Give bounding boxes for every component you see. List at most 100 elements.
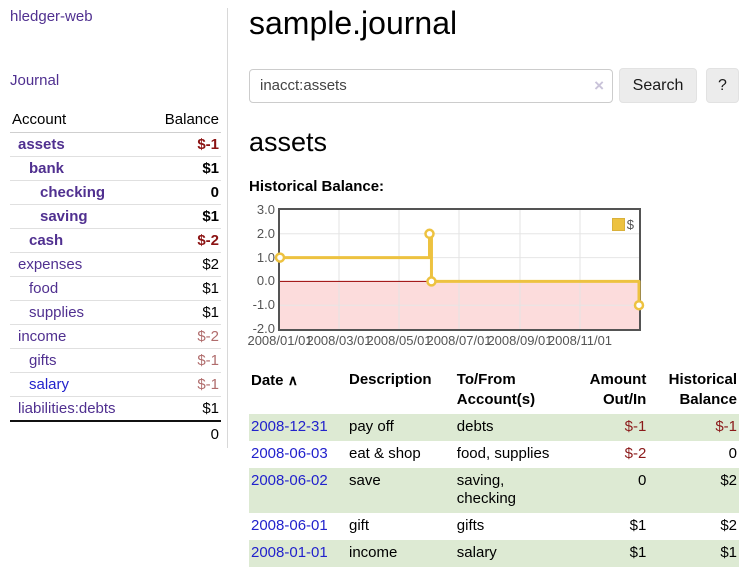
register-row: 2008-12-31 pay off debts $-1 $-1 <box>249 414 739 441</box>
chart-legend: $ <box>611 217 634 232</box>
accounts-header-balance: Balance <box>146 109 221 133</box>
chart-heading: Historical Balance: <box>249 178 385 195</box>
register-header-row: Date ∧ Description To/From Account(s) Am… <box>249 368 739 414</box>
account-row: assets $-1 <box>10 132 221 157</box>
clear-search-icon[interactable]: × <box>594 75 604 95</box>
legend-label: $ <box>626 217 634 232</box>
account-link-salary[interactable]: salary <box>29 376 70 393</box>
y-axis-tick-label: 3.0 <box>256 202 275 217</box>
account-link-expenses[interactable]: expenses <box>18 256 83 273</box>
help-button[interactable]: ? <box>706 68 739 103</box>
register-row: 2008-06-02 save saving, checking 0 $2 <box>249 468 739 513</box>
account-row: food $1 <box>10 276 221 301</box>
x-axis-tick-label: 2008/07/01 <box>426 333 492 348</box>
transaction-balance: $2 <box>720 517 737 534</box>
register-header-accounts: To/From Account(s) <box>456 371 536 408</box>
transaction-accounts: salary <box>454 540 568 567</box>
y-axis-tick-label: 0.0 <box>256 273 275 289</box>
transaction-balance: 0 <box>728 445 737 462</box>
account-link-cash[interactable]: cash <box>29 232 64 249</box>
account-link-checking[interactable]: checking <box>40 184 106 201</box>
chart-plot: $ <box>274 208 645 331</box>
account-balance: $1 <box>146 276 221 301</box>
account-link-liabilities-debts[interactable]: liabilities:debts <box>18 400 116 417</box>
transaction-accounts: saving, checking <box>454 468 568 513</box>
account-row: liabilities:debts $1 <box>10 396 221 422</box>
account-link-food[interactable]: food <box>29 280 59 297</box>
account-balance: $1 <box>146 156 221 181</box>
x-axis-tick-label: 2008/03/01 <box>306 333 372 348</box>
brand-link[interactable]: hledger-web <box>10 8 93 25</box>
register-header-description: Description <box>349 371 432 388</box>
x-axis-tick-label: 2008/05/01 <box>366 333 432 348</box>
transaction-description: income <box>347 540 455 567</box>
sidebar-nav: Journal <box>10 72 221 89</box>
main-content: sample.journal × Search ? assets Histori… <box>233 0 742 567</box>
transaction-balance: $-1 <box>648 414 739 441</box>
account-row: checking 0 <box>10 180 221 205</box>
account-balance: 0 <box>146 180 221 205</box>
account-link-gifts[interactable]: gifts <box>29 352 57 369</box>
transaction-balance: $1 <box>648 540 739 567</box>
account-balance: $-1 <box>146 132 221 157</box>
transaction-accounts: food, supplies <box>456 445 550 462</box>
historical-balance-chart: 3.0 2.0 1.0 0.0 -1.0 -2.0 $ 2008/01/01 2008/03… <box>247 203 739 350</box>
account-link-saving[interactable]: saving <box>40 208 88 225</box>
accounts-total-row: 0 <box>10 420 221 446</box>
transaction-date-link[interactable]: 2008-01-01 <box>251 544 328 561</box>
transaction-accounts: debts <box>454 414 568 441</box>
transaction-description: save <box>347 468 455 513</box>
account-link-bank[interactable]: bank <box>29 160 65 177</box>
accounts-header-account: Account <box>10 109 147 133</box>
transaction-date-link[interactable]: 2008-06-02 <box>251 472 328 489</box>
account-row: expenses $2 <box>10 252 221 277</box>
account-balance: $2 <box>146 252 221 277</box>
date-header-label: Date <box>251 372 284 389</box>
search-input[interactable] <box>249 68 613 103</box>
chart-x-labels: 2008/01/01 2008/03/01 2008/05/01 2008/07/01… <box>247 333 641 350</box>
account-balance: $-2 <box>146 324 221 349</box>
y-axis-tick-label: 2.0 <box>256 225 275 241</box>
register-row: 2008-06-01 gift gifts $1 $2 <box>249 513 739 540</box>
register-header-amount: Amount Out/In <box>589 371 647 408</box>
account-link-supplies[interactable]: supplies <box>29 304 85 321</box>
transaction-description: pay off <box>347 414 455 441</box>
sidebar: hledger-web Journal Account Balance asse… <box>0 0 233 448</box>
account-balance: $-2 <box>146 228 221 253</box>
transaction-balance: $2 <box>648 468 739 513</box>
register-row: 2008-01-01 income salary $1 $1 <box>249 540 739 567</box>
transaction-date-link[interactable]: 2008-06-03 <box>251 445 328 462</box>
register-header-date[interactable]: Date ∧ <box>249 368 347 414</box>
sidebar-item-journal[interactable]: Journal <box>10 72 60 89</box>
account-row: bank $1 <box>10 156 221 181</box>
accounts-header-row: Account Balance <box>10 109 221 133</box>
transaction-amount: $-1 <box>567 414 649 441</box>
account-link-income[interactable]: income <box>18 328 67 345</box>
transaction-amount: $1 <box>567 540 649 567</box>
y-axis-tick-label: -2.0 <box>252 321 275 336</box>
transaction-accounts: gifts <box>456 517 485 534</box>
search-button[interactable]: Search <box>619 68 697 103</box>
account-row: supplies $1 <box>10 300 221 325</box>
transaction-date-link[interactable]: 2008-06-01 <box>251 517 328 534</box>
account-balance: $1 <box>146 300 221 325</box>
y-axis-tick-label: -1.0 <box>252 297 275 313</box>
y-axis-tick-label: 1.0 <box>256 249 275 265</box>
chart-y-labels: 3.0 2.0 1.0 0.0 -1.0 -2.0 <box>249 203 278 336</box>
transaction-date-link[interactable]: 2008-12-31 <box>251 418 328 435</box>
register-header-balance: Historical Balance <box>668 371 737 408</box>
account-row: saving $1 <box>10 204 221 229</box>
account-balance: $-1 <box>146 372 221 397</box>
account-balance: $-1 <box>146 348 221 373</box>
app-brand: hledger-web <box>10 8 221 25</box>
account-link-assets[interactable]: assets <box>18 136 65 153</box>
accounts-table: Account Balance assets $-1 bank $1 check… <box>10 109 221 446</box>
x-axis-tick-label: 2008/09/01 <box>487 333 553 348</box>
account-row: salary $-1 <box>10 372 221 397</box>
transaction-amount: $-2 <box>624 445 647 462</box>
account-balance: $1 <box>146 396 221 422</box>
account-row: gifts $-1 <box>10 348 221 373</box>
sort-ascending-icon: ∧ <box>287 372 298 388</box>
x-axis-tick-label: 2008/11/01 <box>547 333 613 348</box>
